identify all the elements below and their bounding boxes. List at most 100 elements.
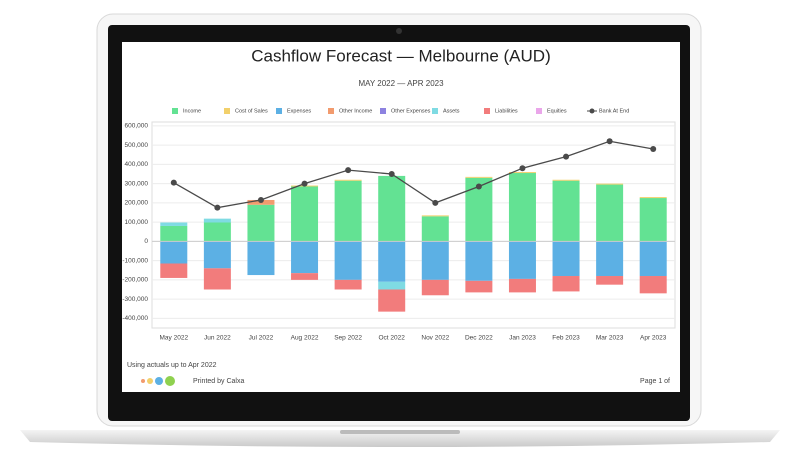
legend-label: Expenses bbox=[287, 108, 311, 114]
bar-segment bbox=[596, 276, 624, 285]
logo-dot bbox=[141, 379, 145, 383]
bar-segment bbox=[508, 173, 536, 242]
bar-segment bbox=[639, 276, 667, 294]
y-tick-label: -200,000 bbox=[122, 277, 148, 284]
bar-segment bbox=[639, 198, 667, 242]
bar-segment bbox=[552, 241, 580, 277]
logo-dot bbox=[147, 378, 153, 384]
bar-segment bbox=[465, 176, 493, 178]
legend-label: Assets bbox=[443, 108, 460, 114]
x-tick-label: May 2022 bbox=[160, 335, 189, 342]
bar-segment bbox=[160, 263, 188, 278]
x-tick-label: Jul 2022 bbox=[249, 335, 274, 342]
legend-swatch bbox=[536, 108, 542, 114]
bar-segment bbox=[334, 279, 362, 290]
bar-segment bbox=[160, 225, 188, 242]
bar-segment bbox=[465, 280, 493, 293]
bar-segment bbox=[508, 278, 536, 293]
legend-label: Income bbox=[183, 108, 201, 114]
legend-swatch bbox=[484, 108, 490, 114]
bar-segment bbox=[291, 241, 319, 274]
y-tick-label: 200,000 bbox=[125, 200, 149, 207]
legend-label: Cost of Sales bbox=[235, 108, 268, 114]
y-tick-label: -100,000 bbox=[122, 257, 148, 264]
line-marker bbox=[388, 170, 395, 177]
line-marker bbox=[257, 196, 264, 203]
notch bbox=[340, 430, 460, 434]
bar-segment bbox=[378, 289, 406, 312]
bar-segment bbox=[378, 175, 406, 242]
x-tick-label: Aug 2022 bbox=[291, 335, 319, 342]
footer-note: Using actuals up to Apr 2022 bbox=[127, 362, 217, 369]
bar-segment bbox=[639, 197, 667, 199]
line bbox=[173, 140, 654, 209]
y-tick-label: 400,000 bbox=[125, 161, 149, 168]
line-marker bbox=[563, 153, 570, 160]
bar-segment bbox=[465, 241, 493, 281]
bar-segment bbox=[552, 276, 580, 292]
legend-swatch bbox=[224, 108, 230, 114]
legend-label: Other Income bbox=[339, 108, 372, 114]
legend-swatch bbox=[172, 108, 178, 114]
footer-page: Page 1 of bbox=[640, 378, 670, 385]
y-tick-label: 600,000 bbox=[125, 123, 149, 130]
x-tick-label: Sep 2022 bbox=[334, 335, 362, 342]
bar-segment bbox=[203, 222, 231, 242]
legend-swatch bbox=[432, 108, 438, 114]
bar-segment bbox=[596, 241, 624, 277]
bar-segment bbox=[291, 186, 319, 242]
line-marker bbox=[519, 165, 526, 172]
x-tick-label: Mar 2023 bbox=[596, 335, 624, 342]
bar-segment bbox=[421, 279, 449, 296]
bar-segment bbox=[334, 179, 362, 181]
x-tick-label: Dec 2022 bbox=[465, 335, 493, 342]
laptop-base bbox=[20, 430, 780, 447]
bar-segment bbox=[421, 216, 449, 242]
footer-printed: Printed by Calxa bbox=[193, 378, 244, 385]
bar-segment bbox=[508, 172, 536, 174]
chart-subtitle: MAY 2022 — APR 2023 bbox=[358, 79, 444, 88]
y-tick-label: -400,000 bbox=[122, 315, 148, 322]
y-tick-label: 500,000 bbox=[125, 142, 149, 149]
bar-segment bbox=[203, 218, 231, 223]
logo-dot bbox=[165, 376, 175, 386]
legend-marker bbox=[589, 108, 595, 114]
x-tick-label: Jun 2022 bbox=[204, 335, 231, 342]
x-tick-label: Feb 2023 bbox=[552, 335, 580, 342]
line-marker bbox=[345, 167, 352, 174]
bar-segment bbox=[334, 241, 362, 280]
bar-segment bbox=[421, 215, 449, 217]
bar-segment bbox=[421, 241, 449, 280]
line-marker bbox=[432, 199, 439, 206]
x-tick-label: Apr 2023 bbox=[640, 335, 667, 342]
legend-swatch bbox=[276, 108, 282, 114]
bar-segment bbox=[334, 180, 362, 242]
legend-label: Other Expenses bbox=[391, 108, 431, 114]
line-marker bbox=[650, 145, 657, 152]
y-tick-label: 300,000 bbox=[125, 180, 149, 187]
bar-segment bbox=[247, 241, 275, 276]
y-tick-label: 0 bbox=[144, 238, 148, 245]
line-marker bbox=[214, 204, 221, 211]
bar-segment bbox=[552, 180, 580, 242]
line-marker bbox=[475, 183, 482, 190]
bar-segment bbox=[552, 179, 580, 181]
x-tick-label: Jan 2023 bbox=[509, 335, 536, 342]
line-marker bbox=[606, 138, 613, 145]
legend-label: Liabilities bbox=[495, 108, 518, 114]
bar-segment bbox=[378, 281, 406, 290]
plot-frame bbox=[151, 121, 676, 329]
bar-segment bbox=[596, 183, 624, 185]
y-tick-label: -300,000 bbox=[122, 296, 148, 303]
logo-dot bbox=[155, 377, 163, 385]
camera bbox=[396, 28, 402, 34]
legend-swatch bbox=[328, 108, 334, 114]
bar-segment bbox=[203, 268, 231, 290]
bar-segment bbox=[291, 273, 319, 280]
bar-segment bbox=[247, 204, 275, 242]
legend-label: Equities bbox=[547, 108, 567, 114]
x-tick-label: Oct 2022 bbox=[379, 335, 406, 342]
bar-segment bbox=[160, 222, 188, 226]
